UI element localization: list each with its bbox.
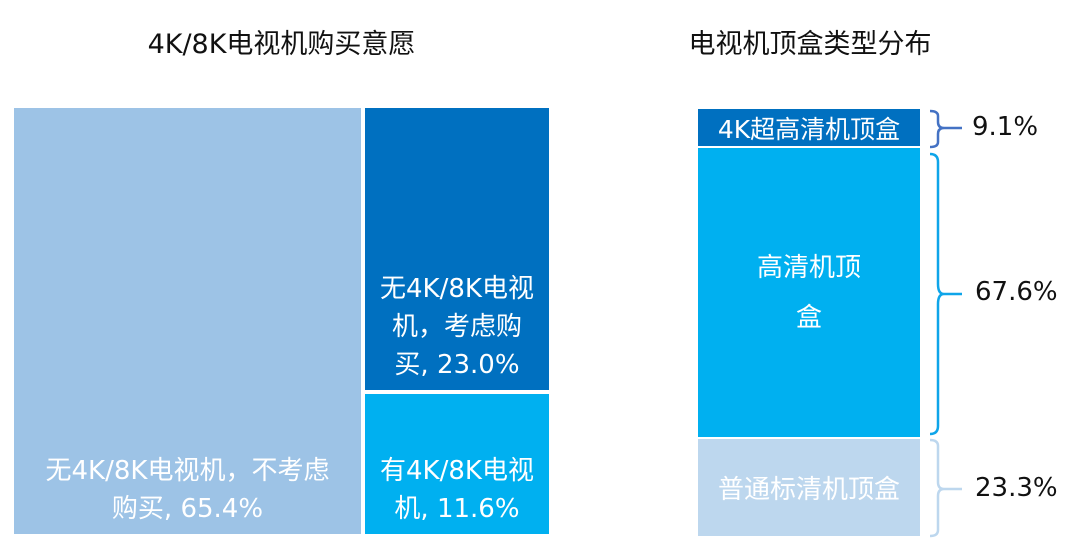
brace-icon (929, 109, 962, 538)
block-has-tv: 有4K/8K电视 机, 11.6% (365, 394, 549, 534)
segment-label: 高清机顶 (756, 252, 861, 283)
label-line: 购买, 65.4% (111, 494, 264, 524)
segment-hd: 高清机顶 盒 (698, 148, 920, 437)
label-line: 买, 23.0% (394, 350, 520, 380)
pct-4k-uhd: 9.1% (972, 112, 1039, 142)
treemap-title: 4K/8K电视机购买意愿 (147, 29, 416, 60)
pct-hd: 67.6% (975, 277, 1058, 307)
block-no-tv-not-considering: 无4K/8K电视机，不考虑 购买, 65.4% (14, 108, 361, 534)
segment-4k-uhd: 4K超高清机顶盒 (698, 109, 920, 146)
pct-sd: 23.3% (975, 473, 1058, 503)
segment-label: 4K超高清机顶盒 (717, 114, 901, 144)
label-line: 机, 11.6% (394, 494, 520, 524)
block-label: 无4K/8K电视机，不考虑 购买, 65.4% (46, 452, 330, 534)
label-line: 机，考虑购 (391, 312, 522, 342)
label-line: 无4K/8K电视机，不考虑 (45, 456, 330, 486)
stacked-bar-title: 电视机顶盒类型分布 (688, 29, 932, 60)
segment-label: 普通标清机顶盒 (717, 475, 900, 505)
label-line: 有4K/8K电视 (380, 456, 534, 486)
segment-label: 盒 (795, 302, 822, 333)
segment-sd: 普通标清机顶盒 (698, 439, 920, 536)
block-no-tv-considering: 无4K/8K电视 机，考虑购 买, 23.0% (365, 108, 549, 390)
block-label: 无4K/8K电视 机，考虑购 买, 23.0% (380, 270, 534, 390)
label-line: 无4K/8K电视 (380, 274, 534, 304)
block-label: 有4K/8K电视 机, 11.6% (380, 452, 534, 534)
